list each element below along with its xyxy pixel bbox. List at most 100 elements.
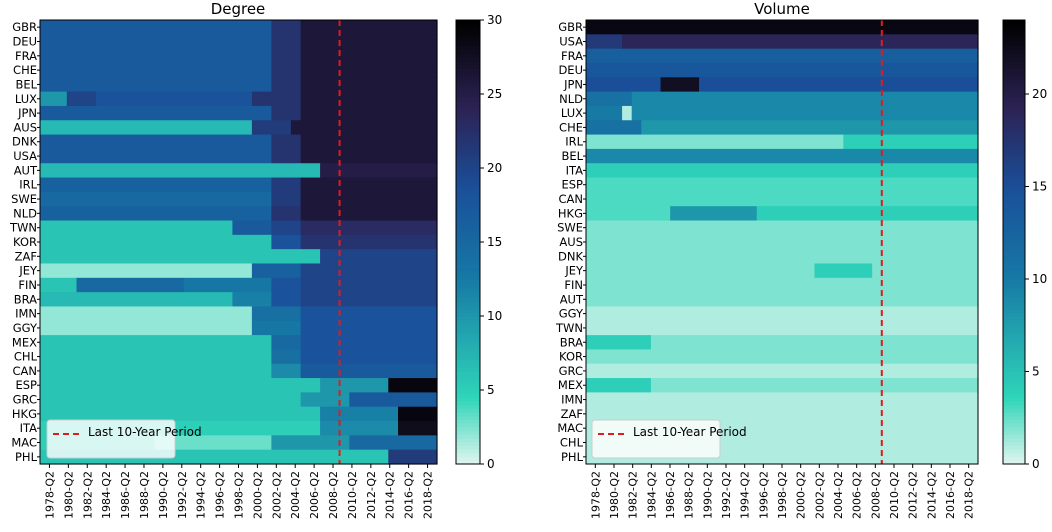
colorbar-swatch: [1003, 256, 1025, 261]
colorbar-swatch: [1003, 94, 1025, 99]
colorbar-swatch: [456, 38, 480, 43]
colorbar-swatch: [456, 312, 480, 317]
colorbar-swatch: [456, 175, 480, 180]
colorbar-swatch: [1003, 286, 1025, 291]
colorbar-swatch: [1003, 20, 1025, 25]
colorbar-swatch: [456, 116, 480, 121]
heatmap-cell-che-0: [586, 120, 642, 136]
heatmap-cell-gbr-1: [271, 20, 302, 35]
colorbar-swatch: [1003, 375, 1025, 380]
colorbar-swatch: [1003, 149, 1025, 154]
colorbar-swatch: [456, 219, 480, 224]
colorbar-swatch: [456, 279, 480, 284]
colorbar-swatch: [1003, 230, 1025, 236]
y-label-che: CHE: [559, 120, 583, 134]
colorbar-swatch: [456, 145, 480, 150]
heatmap-cell-che-1: [641, 120, 979, 136]
colorbar-swatch: [456, 330, 480, 335]
heatmap-cell-mex-0: [40, 335, 272, 351]
colorbar-swatch: [456, 168, 480, 173]
colorbar-swatch: [1003, 397, 1025, 402]
colorbar-swatch: [456, 142, 480, 147]
heatmap-cell-usa-2: [300, 148, 438, 164]
heatmap-cell-nld-1: [631, 91, 979, 107]
colorbar-swatch: [456, 97, 480, 102]
colorbar-swatch: [1003, 186, 1025, 191]
x-label-1984-q2: 1984-Q2: [100, 471, 113, 519]
colorbar-swatch: [1003, 153, 1025, 158]
y-label-mac: MAC: [11, 436, 37, 450]
heatmap-cell-mex-0: [586, 378, 652, 393]
heatmap-cell-che-2: [300, 62, 438, 78]
colorbar-swatch: [1003, 101, 1025, 106]
colorbar-swatch: [456, 20, 480, 25]
colorbar-swatch: [456, 367, 480, 372]
heatmap-cell-imn-2: [300, 306, 438, 322]
degree-heatmap: [40, 20, 438, 465]
heatmap-cell-ggy-2: [300, 320, 438, 336]
colorbar-swatch: [1003, 401, 1025, 406]
heatmap-cell-twn-0: [40, 220, 234, 236]
colorbar-tick-label: 5: [1032, 365, 1040, 379]
heatmap-cell-mex-1: [650, 378, 979, 393]
x-label-1992-q2: 1992-Q2: [720, 471, 733, 519]
colorbar-tick-label: 20: [1032, 87, 1047, 101]
volume-x-labels: 1978-Q2 1980-Q2 1982-Q2 1984-Q2 1986-Q2 1988-…: [589, 464, 976, 519]
x-label-2000-q2: 2000-Q2: [795, 471, 808, 519]
colorbar-swatch: [1003, 386, 1025, 391]
colorbar-swatch: [456, 171, 480, 176]
colorbar-swatch: [1003, 168, 1025, 173]
heatmap-cell-hkg-2: [756, 206, 979, 222]
heatmap-cell-lux-2: [96, 91, 253, 107]
colorbar-swatch: [1003, 68, 1025, 73]
colorbar-swatch: [456, 179, 480, 184]
colorbar-swatch: [456, 31, 480, 36]
y-label-grc: GRC: [559, 364, 583, 378]
colorbar-swatch: [456, 127, 480, 132]
y-label-fin: FIN: [18, 278, 37, 292]
heatmap-cell-lux-3: [251, 91, 302, 107]
colorbar-swatch: [456, 438, 480, 443]
heatmap-cell-twn-2: [271, 220, 302, 236]
heatmap-cell-bra-3: [300, 292, 438, 308]
colorbar-swatch: [1003, 138, 1025, 143]
heatmap-cell-esp-2: [388, 378, 438, 393]
heatmap-cell-lux-2: [631, 105, 979, 121]
colorbar-swatch: [456, 53, 480, 58]
colorbar-swatch: [456, 123, 480, 128]
colorbar-swatch: [1003, 304, 1025, 310]
colorbar-swatch: [456, 71, 480, 76]
colorbar-swatch: [456, 68, 480, 73]
heatmap-cell-imn-0: [40, 306, 253, 322]
colorbar-swatch: [1003, 112, 1025, 117]
colorbar-swatch: [456, 105, 480, 110]
y-label-ita: ITA: [566, 163, 584, 177]
y-label-dnk: DNK: [12, 135, 37, 149]
colorbar-swatch: [1003, 260, 1025, 265]
colorbar-swatch: [1003, 364, 1025, 369]
colorbar-swatch: [1003, 353, 1025, 358]
colorbar-swatch: [1003, 45, 1025, 51]
heatmap-cell-fin-0: [40, 277, 78, 293]
colorbar-swatch: [456, 267, 480, 273]
colorbar-swatch: [456, 301, 480, 306]
heatmap-cell-twn-1: [232, 220, 272, 236]
x-label-2016-q2: 2016-Q2: [944, 471, 957, 519]
x-label-1990-q2: 1990-Q2: [701, 471, 714, 519]
heatmap-cell-fin-2: [183, 277, 272, 293]
heatmap-cell-aus-2: [290, 120, 438, 136]
x-label-1980-q2: 1980-Q2: [62, 471, 75, 519]
colorbar-swatch: [1003, 415, 1025, 421]
colorbar-swatch: [456, 227, 480, 232]
volume-legend-text-line1: Last 10-Year Period: [633, 425, 747, 439]
colorbar-swatch: [456, 460, 480, 465]
colorbar-swatch: [456, 182, 480, 187]
colorbar-swatch: [1003, 301, 1025, 306]
colorbar-swatch: [1003, 227, 1025, 232]
colorbar-swatch: [456, 334, 480, 339]
heatmap-cell-nld-0: [40, 206, 272, 222]
y-label-zaf: ZAF: [15, 249, 37, 263]
colorbar-swatch: [1003, 423, 1025, 428]
x-label-1982-q2: 1982-Q2: [81, 471, 94, 519]
colorbar-swatch: [1003, 82, 1025, 88]
